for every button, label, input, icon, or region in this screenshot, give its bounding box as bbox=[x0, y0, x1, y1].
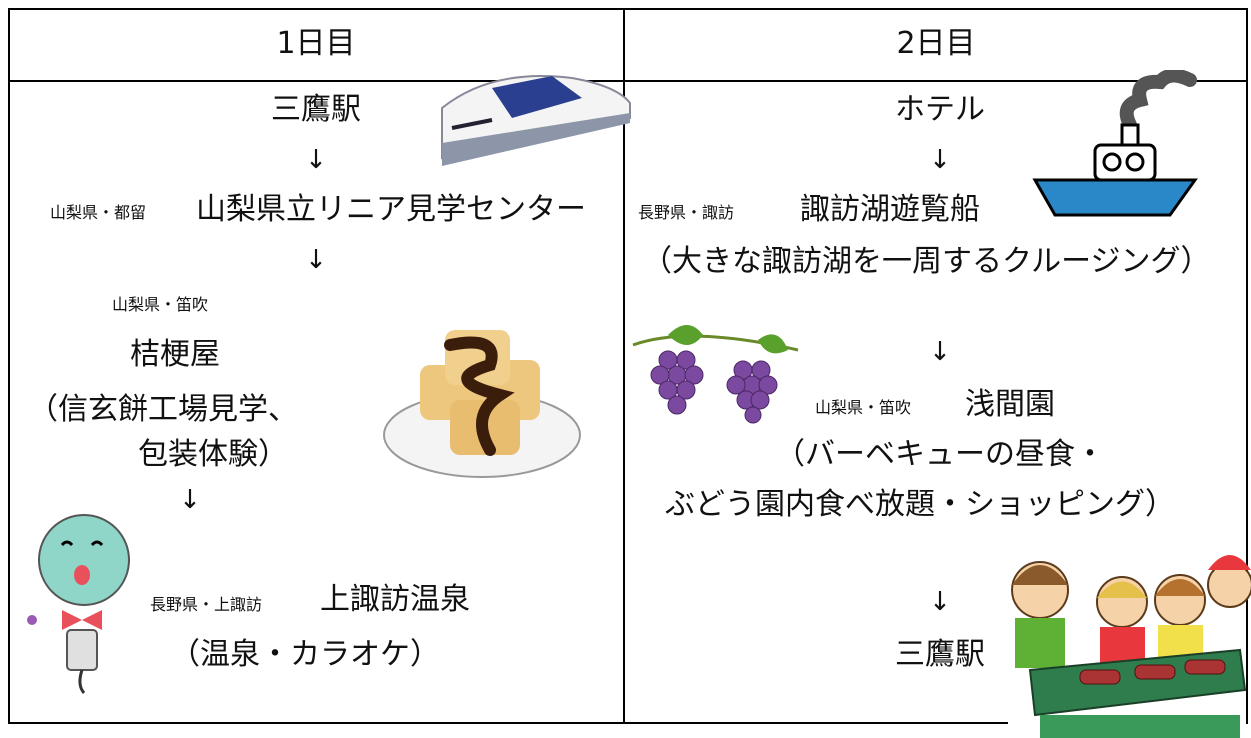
arrow: ↓ bbox=[929, 587, 951, 617]
border-right bbox=[1246, 8, 1248, 724]
stop: 三鷹駅 bbox=[271, 92, 361, 127]
stop: 諏訪湖遊覧船 bbox=[800, 192, 980, 227]
stop: 桔梗屋 bbox=[130, 337, 220, 372]
location: 長野県・上諏訪 bbox=[150, 595, 263, 614]
stop: 浅間園 bbox=[965, 387, 1055, 422]
grapes-illustration bbox=[632, 325, 799, 424]
stop: 上諏訪温泉 bbox=[320, 582, 470, 617]
stop: ホテル bbox=[895, 92, 985, 127]
mochi-illustration bbox=[383, 330, 581, 478]
arrow: ↓ bbox=[305, 145, 327, 175]
border-bottom bbox=[8, 722, 1008, 724]
bbq-illustration bbox=[1011, 555, 1251, 738]
note: （信玄餅工場見学、 bbox=[28, 392, 298, 427]
stop: 三鷹駅 bbox=[895, 637, 985, 672]
microphone-illustration bbox=[27, 514, 130, 694]
location: 山梨県・笛吹 bbox=[111, 295, 209, 314]
note: （大きな諏訪湖を一周するクルージング） bbox=[642, 244, 1211, 279]
border-middle bbox=[623, 8, 625, 724]
border-top bbox=[8, 8, 1248, 10]
note: 包装体験） bbox=[138, 437, 288, 472]
header: 1日目 bbox=[276, 26, 356, 61]
arrow: ↓ bbox=[305, 245, 327, 275]
border-left bbox=[8, 8, 10, 724]
location: 長野県・諏訪 bbox=[638, 203, 735, 222]
arrow: ↓ bbox=[929, 337, 951, 367]
arrow: ↓ bbox=[179, 485, 201, 515]
border-header bbox=[8, 80, 1248, 82]
note: （温泉・カラオケ） bbox=[170, 637, 440, 672]
arrow: ↓ bbox=[929, 145, 951, 175]
location: 山梨県・都留 bbox=[50, 203, 147, 222]
header: 2日目 bbox=[896, 26, 976, 61]
note: ぶどう園内食べ放題・ショッピング） bbox=[665, 487, 1175, 522]
location: 山梨県・笛吹 bbox=[815, 398, 912, 417]
ship-illustration bbox=[1032, 70, 1198, 217]
note: （バーベキューの昼食・ bbox=[775, 437, 1105, 472]
train-illustration bbox=[441, 75, 631, 166]
stop: 山梨県立リニア見学センター bbox=[196, 192, 586, 227]
